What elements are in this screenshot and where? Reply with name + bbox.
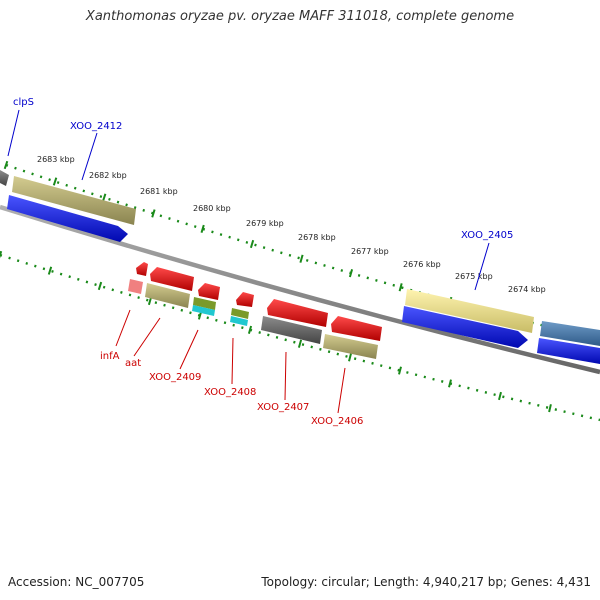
tick-mark — [52, 177, 58, 186]
accession-label: Accession: NC_007705 — [8, 575, 145, 589]
tick-mark — [299, 254, 304, 263]
tick-label: 2679 kbp — [246, 219, 284, 228]
gene-label-xoo-2412[interactable]: XOO_2412 — [70, 121, 122, 132]
label-leaders — [7, 109, 490, 414]
tick-mark — [97, 281, 103, 291]
cds-feature[interactable] — [198, 283, 220, 300]
tick-mark — [247, 325, 253, 334]
tick-mark — [348, 353, 352, 362]
gene-feature[interactable] — [231, 308, 249, 319]
tick-label: 2677 kbp — [351, 247, 389, 256]
gene-label-xoo-2405[interactable]: XOO_2405 — [461, 230, 513, 241]
gene-label-xoo-2406[interactable]: XOO_2406 — [311, 416, 363, 427]
tick-label: 2675 kbp — [455, 272, 493, 281]
gene-feature[interactable] — [405, 289, 534, 333]
gene-feature[interactable] — [128, 279, 143, 294]
tick-mark — [101, 193, 107, 202]
gene-label-xoo-2409[interactable]: XOO_2409 — [149, 372, 201, 383]
cds-feature[interactable] — [537, 338, 600, 364]
tick-label: 2676 kbp — [403, 260, 441, 269]
gene-label-xoo-2407[interactable]: XOO_2407 — [257, 402, 309, 413]
tick-mark — [448, 379, 452, 388]
gene-label-clps[interactable]: clpS — [13, 97, 34, 108]
tick-label: 2674 kbp — [508, 285, 546, 294]
tick-mark — [348, 269, 354, 278]
tick-label: 2678 kbp — [298, 233, 336, 242]
cds-feature[interactable] — [150, 267, 194, 291]
gene-feature[interactable] — [0, 170, 9, 186]
gene-label-infa[interactable]: infA — [100, 351, 120, 362]
cds-feature[interactable] — [136, 262, 148, 276]
forward-features — [0, 170, 600, 364]
genome-backbone — [0, 204, 600, 375]
tick-mark — [151, 209, 156, 218]
cds-feature[interactable] — [402, 306, 528, 348]
tick-mark — [548, 404, 552, 413]
tick-mark — [398, 283, 403, 292]
gene-labels: clpS XOO_2412 XOO_2405 infA aat XOO_2409… — [13, 97, 513, 427]
tick-mark — [498, 391, 502, 401]
tick-mark — [3, 160, 9, 170]
tick-mark — [0, 250, 3, 259]
cds-feature[interactable] — [7, 195, 128, 242]
gene-label-xoo-2408[interactable]: XOO_2408 — [204, 387, 256, 398]
gene-feature[interactable] — [261, 316, 322, 344]
gene-feature[interactable] — [540, 321, 600, 346]
genome-summary: Topology: circular; Length: 4,940,217 bp… — [261, 575, 591, 589]
scale-labels: 2683 kbp 2682 kbp 2681 kbp 2680 kbp 2679… — [37, 155, 546, 294]
tick-mark — [297, 339, 303, 348]
tick-label: 2682 kbp — [89, 171, 127, 180]
cds-feature[interactable] — [267, 299, 328, 327]
tick-label: 2680 kbp — [193, 204, 231, 213]
tick-mark — [200, 224, 205, 233]
tick-mark — [249, 239, 255, 249]
gene-feature[interactable] — [192, 305, 215, 316]
gene-feature[interactable] — [193, 297, 216, 310]
tick-label: 2683 kbp — [37, 155, 75, 164]
gene-feature[interactable] — [323, 334, 378, 359]
map-title: Xanthomonas oryzae pv. oryzae MAFF 31101… — [85, 9, 515, 24]
tick-mark — [398, 366, 402, 375]
tick-label: 2681 kbp — [140, 187, 178, 196]
tick-mark — [47, 266, 53, 275]
cds-feature[interactable] — [331, 316, 382, 341]
gene-feature[interactable] — [145, 283, 190, 308]
gene-label-aat[interactable]: aat — [125, 358, 141, 369]
gene-feature[interactable] — [12, 176, 136, 225]
cds-feature[interactable] — [236, 292, 254, 307]
reverse-features — [128, 262, 382, 359]
gene-feature[interactable] — [230, 316, 248, 326]
